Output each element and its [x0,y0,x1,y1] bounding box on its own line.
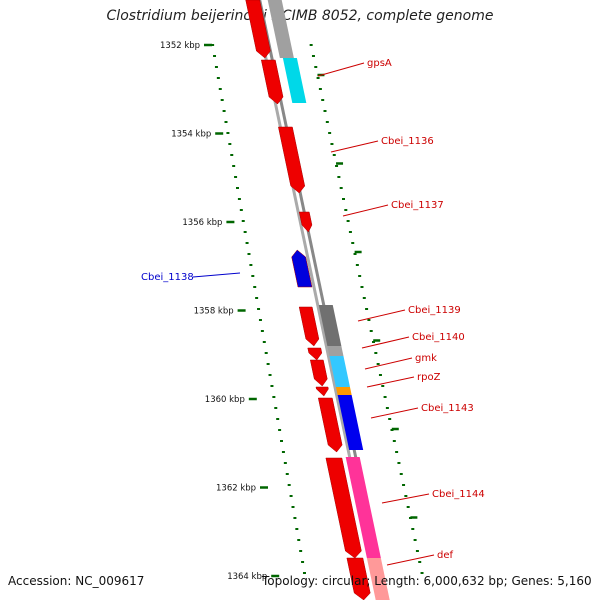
leader-line [357,309,406,322]
cog-band [366,558,390,600]
leader-line [386,554,435,566]
gene-block [260,59,284,105]
map-title: Clostridium beijerinckii NCIMB 8052, com… [106,8,494,24]
scale-label: 1364 kbp [227,572,267,582]
cog-color-track [267,0,390,600]
gene-block [298,306,320,347]
scale-label: 1358 kbp [194,307,234,317]
genome-summary-text: Topology: circular; Length: 6,000,632 bp… [262,574,592,588]
cog-band [318,305,342,346]
leader-line [192,272,241,278]
gene-label: Cbei_1136 [381,136,434,147]
leader-line [364,357,413,370]
gene-block [309,359,328,387]
gene-label: Cbei_1143 [421,403,474,414]
leader-line [361,336,410,349]
gene-block [317,397,343,453]
scale-label: 1352 kbp [160,41,200,51]
cog-band [282,58,307,103]
leader-line [342,204,389,217]
cog-band [335,387,352,395]
gene-block [346,557,371,600]
gene-block [315,386,329,397]
gene-label: gpsA [367,58,392,69]
gene-label: gmk [415,353,437,364]
scale-label: 1354 kbp [171,130,211,140]
gene-block [245,0,271,59]
cog-band [267,0,294,58]
gene-features [245,0,371,600]
leader-line [317,62,365,77]
gene-block [278,126,306,194]
gene-label: def [437,550,454,561]
gene-label: Cbei_1144 [432,489,485,500]
gene-block [307,347,323,361]
leader-line [381,493,430,504]
scale-ticks [204,43,424,578]
scale-label: 1360 kbp [205,395,245,405]
accession-text: Accession: NC_009617 [8,574,145,588]
cog-band [337,395,364,450]
gene-labels: gpsA Cbei_1136 Cbei_1137 Cbei_1138 Cbei_1139… [141,58,485,566]
gene-label: rpoZ [417,372,441,383]
gene-label: Cbei_1137 [391,200,444,211]
cog-band [327,346,344,356]
gene-label: Cbei_1140 [412,332,465,343]
gene-label: Cbei_1138 [141,272,194,283]
leader-line [330,140,379,153]
gene-block [291,249,313,288]
leader-line [366,376,415,388]
gene-block [298,211,313,233]
scale-labels: 1352 kbp 1354 kbp 1356 kbp 1358 kbp 1360 kbp… [160,41,267,582]
scale-label: 1362 kbp [216,484,256,494]
gene-block [325,457,362,559]
scale-label: 1356 kbp [182,218,222,228]
cog-band [345,457,381,558]
cog-band [329,356,350,387]
gene-label: Cbei_1139 [408,305,461,316]
leader-line [370,407,419,419]
